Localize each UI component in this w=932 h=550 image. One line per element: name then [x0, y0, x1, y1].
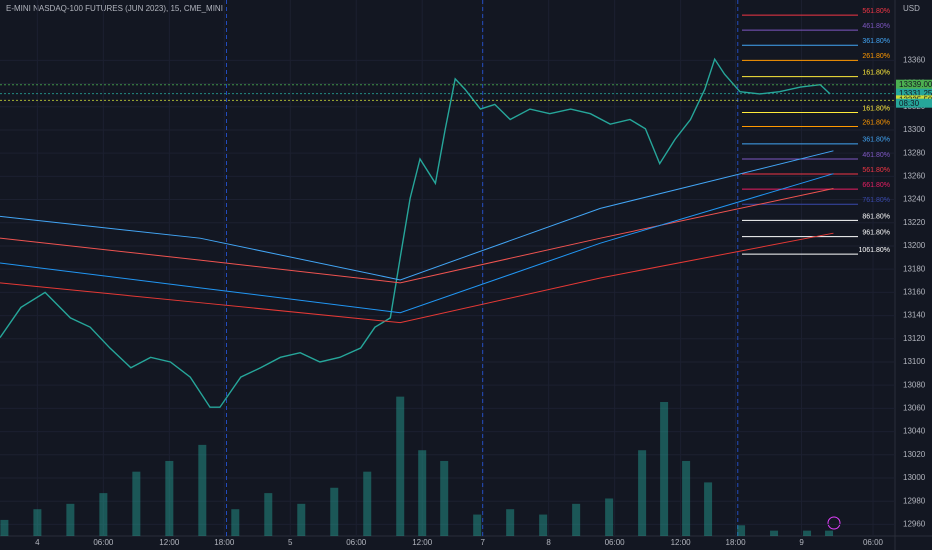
volume-bar: [396, 396, 405, 536]
x-tick-label: 8: [546, 538, 551, 547]
fib-label: 461.80%: [862, 23, 890, 30]
x-tick-label: 4: [35, 538, 40, 547]
volume-bar: [99, 493, 108, 536]
x-tick-label: 06:00: [605, 538, 626, 547]
volume-bar: [539, 514, 548, 536]
fib-label: 961.80%: [862, 230, 890, 237]
y-tick-label: 13280: [903, 148, 926, 157]
volume-bar: [198, 444, 207, 536]
volume-bar: [473, 514, 482, 536]
fib-label: 561.80%: [862, 8, 890, 15]
fib-label: 361.80%: [862, 137, 890, 144]
fib-label: 161.80%: [862, 105, 890, 112]
volume-bar: [297, 503, 306, 536]
countdown: 08:30: [899, 99, 920, 108]
price-line: [0, 150, 834, 281]
x-tick-label: 5: [288, 538, 293, 547]
y-tick-label: 13260: [903, 171, 926, 180]
y-tick-label: 12960: [903, 520, 926, 529]
volume-bar: [231, 509, 240, 536]
volume-bar: [330, 487, 339, 536]
fib-label: 1061.80%: [858, 247, 890, 254]
price-label: 13331.25: [899, 89, 932, 98]
x-tick-label: 18:00: [726, 538, 747, 547]
y-tick-label: 12980: [903, 496, 926, 505]
y-tick-label: 13160: [903, 287, 926, 296]
y-tick-label: 13200: [903, 241, 926, 250]
volume-bar: [440, 460, 449, 536]
fib-label: 861.80%: [862, 213, 890, 220]
volume-bar: [737, 525, 746, 536]
volume-bar: [825, 530, 834, 536]
fib-label: 461.80%: [862, 152, 890, 159]
volume-bar: [682, 460, 691, 536]
y-tick-label: 13240: [903, 195, 926, 204]
volume-bar: [638, 450, 647, 536]
volume-bar: [418, 450, 427, 536]
volume-bar: [803, 530, 812, 536]
volume-bar: [363, 471, 372, 536]
volume-bar: [572, 503, 581, 536]
volume-bar: [0, 519, 9, 536]
price-line: [0, 57, 831, 408]
fib-label: 361.80%: [862, 38, 890, 45]
chart-title: E-MINI NASDAQ-100 FUTURES (JUN 2023), 15…: [6, 4, 223, 13]
y-tick-label: 13060: [903, 403, 926, 412]
fib-label: 261.80%: [862, 53, 890, 60]
x-tick-label: 12:00: [671, 538, 692, 547]
price-line: [0, 232, 834, 324]
volume-bar: [770, 530, 779, 536]
fib-label: 661.80%: [862, 182, 890, 189]
x-tick-label: 06:00: [93, 538, 114, 547]
y-tick-label: 13120: [903, 334, 926, 343]
volume-bar: [165, 460, 174, 536]
x-tick-label: 7: [480, 538, 485, 547]
volume-bar: [66, 503, 75, 536]
fib-label: 761.80%: [862, 197, 890, 204]
volume-bar: [704, 482, 713, 536]
price-label: 13339.00: [899, 80, 932, 89]
volume-bar: [132, 471, 141, 536]
price-box: [896, 88, 932, 99]
x-tick-label: 12:00: [159, 538, 180, 547]
volume-bar: [33, 509, 42, 536]
y-tick-label: 13020: [903, 450, 926, 459]
x-tick-label: 06:00: [863, 538, 884, 547]
x-tick-label: 06:00: [346, 538, 367, 547]
x-tick-label: 9: [799, 538, 804, 547]
volume-bar: [660, 402, 669, 536]
fib-label: 161.80%: [862, 69, 890, 76]
x-tick-label: 18:00: [214, 538, 235, 547]
countdown-box: [896, 98, 932, 108]
volume-bar: [506, 509, 515, 536]
currency: USD: [903, 4, 920, 13]
fib-label: 561.80%: [862, 167, 890, 174]
price-line: [0, 188, 834, 284]
y-tick-label: 13300: [903, 125, 926, 134]
y-tick-label: 13040: [903, 427, 926, 436]
y-tick-label: 13220: [903, 218, 926, 227]
price-line: [0, 173, 834, 314]
y-tick-label: 13100: [903, 357, 926, 366]
y-tick-label: 13140: [903, 311, 926, 320]
volume-bar: [264, 493, 273, 536]
x-tick-label: 12:00: [412, 538, 433, 547]
y-tick-label: 13360: [903, 55, 926, 64]
y-tick-label: 13180: [903, 264, 926, 273]
fib-label: 261.80%: [862, 119, 890, 126]
y-tick-label: 13080: [903, 380, 926, 389]
alert-icon[interactable]: [827, 516, 841, 530]
volume-bar: [605, 498, 614, 536]
price-box: [896, 79, 932, 90]
y-tick-label: 13000: [903, 473, 926, 482]
